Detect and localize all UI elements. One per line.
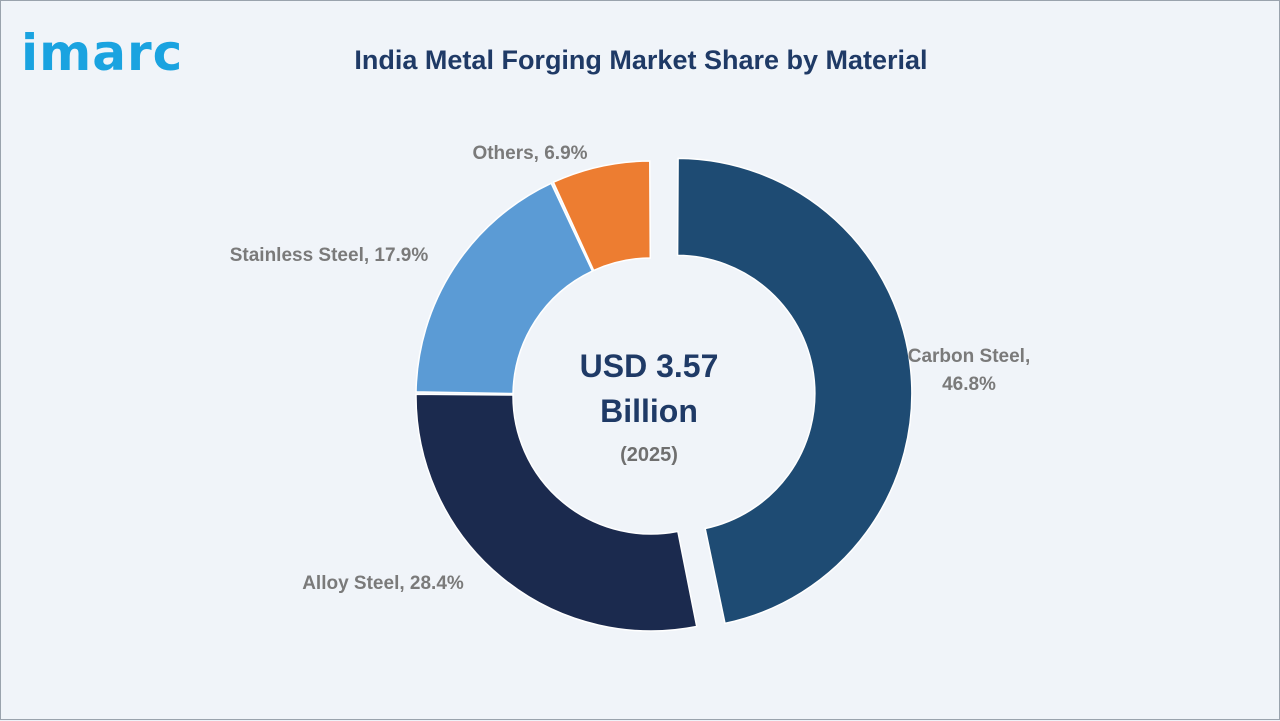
label-alloy-steel: Alloy Steel, 28.4%	[302, 573, 464, 594]
imarc-logo: imarc	[21, 24, 184, 82]
chart-title: India Metal Forging Market Share by Mate…	[354, 45, 928, 75]
slice-carbon-steel	[676, 157, 913, 625]
donut-slices	[415, 157, 913, 632]
label-others: Others, 6.9%	[472, 143, 587, 164]
label-carbon-steel: Carbon Steel, 46.8%	[908, 346, 1030, 395]
center-year: (2025)	[620, 444, 678, 466]
slice-labels: Carbon Steel, 46.8% Alloy Steel, 28.4% Stai…	[230, 143, 1031, 594]
slice-alloy-steel	[415, 393, 698, 632]
label-stainless-steel: Stainless Steel, 17.9%	[230, 245, 429, 266]
center-value-amount: USD 3.57	[580, 348, 719, 384]
center-value-unit: Billion	[600, 393, 698, 429]
slice-others	[552, 160, 652, 272]
slice-stainless-steel	[415, 182, 594, 395]
